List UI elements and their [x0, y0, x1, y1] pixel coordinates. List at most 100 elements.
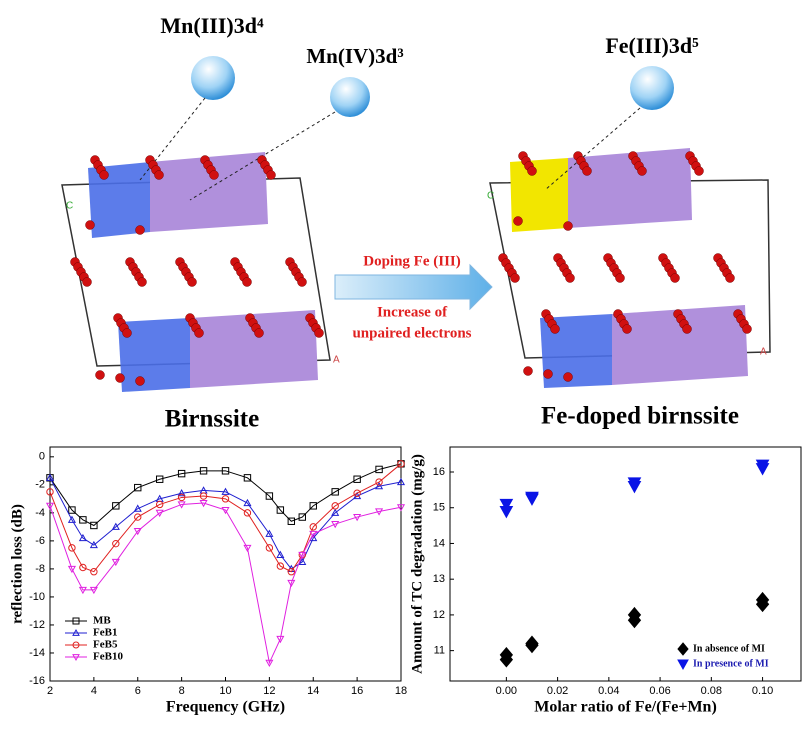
x-tick-label: 0.06 — [649, 685, 670, 697]
x-tick-label: 0.04 — [598, 685, 619, 697]
arrow-label: unpaired electrons — [352, 325, 471, 341]
atom — [138, 278, 147, 287]
y-tick-label: 16 — [433, 466, 445, 478]
y-tick-label: 0 — [39, 451, 45, 463]
legend-label: In presence of MI — [693, 658, 769, 669]
y-tick-label: 15 — [433, 502, 445, 514]
orbital-label: Mn(IV)3d³ — [306, 44, 403, 68]
x-tick-label: 0.02 — [547, 685, 568, 697]
caption: Birnssite — [165, 406, 259, 433]
atom — [514, 217, 523, 226]
legend-label: FeB1 — [93, 627, 117, 639]
arrow-label: Doping Fe (III) — [363, 253, 461, 269]
atom — [671, 274, 680, 283]
atom — [195, 329, 204, 338]
orbital-ball — [191, 56, 235, 100]
legend-label: FeB5 — [93, 639, 118, 651]
atom — [210, 171, 219, 180]
x-tick-label: 2 — [47, 685, 53, 697]
atom — [583, 167, 592, 176]
atom — [136, 377, 145, 386]
atom — [83, 278, 92, 287]
orbital-ball — [630, 66, 674, 110]
x-tick-label: 0.10 — [752, 685, 773, 697]
legend-label: MB — [93, 615, 111, 627]
y-tick-label: 12 — [433, 609, 445, 621]
atom — [524, 367, 533, 376]
atom — [638, 167, 647, 176]
atom — [695, 167, 704, 176]
y-tick-label: -2 — [35, 479, 45, 491]
atom — [743, 325, 752, 334]
atom — [136, 226, 145, 235]
x-axis-title: Molar ratio of Fe/(Fe+Mn) — [534, 699, 717, 716]
atom — [243, 278, 252, 287]
x-tick-label: 0.08 — [701, 685, 722, 697]
crystal-structures — [62, 56, 770, 392]
atom — [123, 329, 132, 338]
atom — [188, 278, 197, 287]
y-tick-label: -12 — [29, 619, 45, 631]
mn-octahedra — [568, 148, 692, 228]
atom — [564, 222, 573, 231]
figure: Mn(III)3d⁴ Mn(IV)3d³ Fe(III)3d⁵ Doping F… — [0, 0, 811, 749]
legend-label: FeB10 — [93, 651, 123, 663]
x-tick-label: 18 — [395, 685, 407, 697]
y-tick-label: -8 — [35, 563, 45, 575]
atom — [267, 171, 276, 180]
arrow-label: Increase of — [377, 304, 448, 320]
atom — [116, 374, 125, 383]
atom — [315, 329, 324, 338]
axis-letter: C — [66, 201, 73, 212]
x-tick-label: 12 — [263, 685, 275, 697]
atom — [623, 325, 632, 334]
atom — [551, 325, 560, 334]
atom — [726, 274, 735, 283]
atom — [544, 370, 553, 379]
doping-arrow — [335, 265, 492, 309]
orbital-label: Fe(III)3d⁵ — [605, 33, 699, 58]
x-tick-label: 10 — [219, 685, 231, 697]
page: {"diagram": { "orbital_labels": ["Mn(III… — [0, 0, 811, 749]
atom — [255, 329, 264, 338]
y-axis-title: Amount of TC degradation (mg/g) — [409, 454, 425, 674]
y-tick-label: 11 — [434, 645, 445, 657]
y-tick-label: -10 — [29, 591, 45, 603]
orbital-label: Mn(III)3d⁴ — [160, 13, 264, 38]
atom — [96, 371, 105, 380]
atom — [528, 167, 537, 176]
atom — [100, 171, 109, 180]
y-tick-label: -14 — [29, 647, 45, 659]
y-tick-label: -4 — [35, 507, 45, 519]
legend-marker — [678, 660, 688, 669]
atom — [86, 221, 95, 230]
caption: Fe-doped birnssite — [541, 403, 739, 430]
x-tick-label: 6 — [135, 685, 141, 697]
x-tick-label: 0.00 — [496, 685, 517, 697]
y-tick-label: 14 — [433, 537, 445, 549]
atom — [511, 274, 520, 283]
atom — [564, 373, 573, 382]
axis-letter: A — [760, 347, 767, 358]
legend-label: In absence of MI — [693, 643, 765, 654]
y-tick-label: -6 — [35, 535, 45, 547]
atom — [155, 171, 164, 180]
x-tick-label: 8 — [179, 685, 185, 697]
x-tick-label: 14 — [307, 685, 319, 697]
y-axis-title: reflection loss (dB) — [9, 504, 25, 624]
x-tick-label: 4 — [91, 685, 97, 697]
axis-letter: C — [487, 191, 494, 202]
legend-marker — [678, 643, 688, 655]
axis-letter: A — [333, 355, 340, 366]
y-tick-label: -16 — [29, 675, 45, 687]
y-tick-label: 13 — [433, 573, 445, 585]
atom — [683, 325, 692, 334]
orbital-ball — [330, 77, 370, 117]
point — [526, 636, 538, 650]
x-tick-label: 16 — [351, 685, 363, 697]
x-axis-title: Frequency (GHz) — [166, 699, 285, 716]
atom — [298, 278, 307, 287]
atom — [616, 274, 625, 283]
atom — [566, 274, 575, 283]
series-line — [50, 478, 401, 569]
